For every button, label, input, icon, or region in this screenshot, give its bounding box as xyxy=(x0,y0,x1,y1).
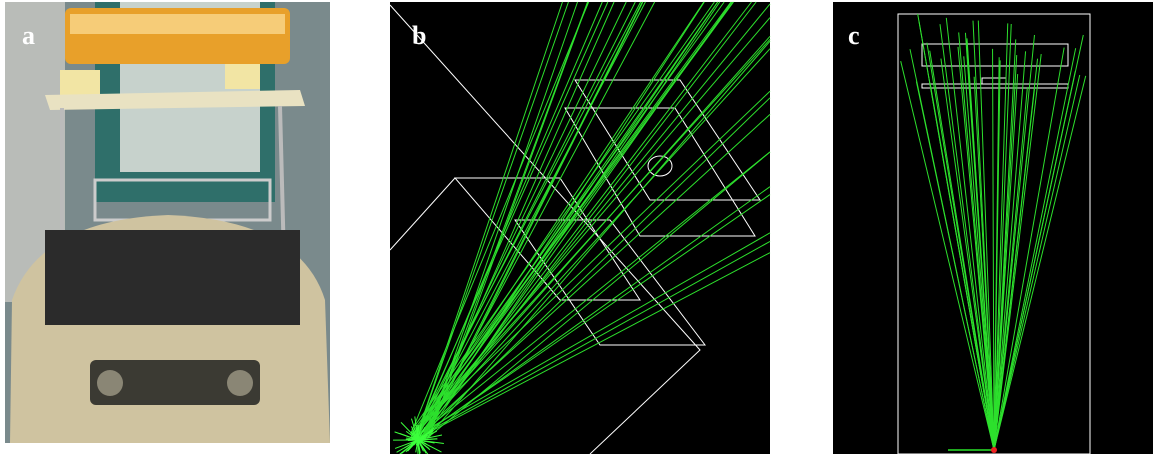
ray xyxy=(411,17,771,437)
ray xyxy=(415,1,642,433)
ray xyxy=(992,48,995,451)
ray xyxy=(423,1,615,434)
ray xyxy=(417,424,422,441)
ray xyxy=(417,439,435,444)
control-panel xyxy=(90,360,260,405)
phantom xyxy=(921,43,1069,67)
box xyxy=(574,79,761,201)
knob xyxy=(227,370,253,396)
ray xyxy=(918,20,995,451)
ray xyxy=(417,439,442,453)
outline xyxy=(897,13,1091,454)
ray xyxy=(422,97,771,435)
ray xyxy=(993,71,1076,451)
ray xyxy=(417,426,426,441)
ray xyxy=(416,232,771,437)
ray xyxy=(993,54,1042,451)
ray xyxy=(993,86,1028,451)
ray xyxy=(412,1,609,441)
support xyxy=(225,64,260,89)
ray xyxy=(940,58,995,451)
target xyxy=(647,155,673,177)
ray xyxy=(939,24,995,451)
outline xyxy=(389,4,701,454)
ray xyxy=(993,47,1065,451)
ray xyxy=(428,1,578,431)
ray xyxy=(900,60,995,451)
ray xyxy=(963,56,995,451)
ray xyxy=(412,36,771,439)
ray xyxy=(394,431,419,441)
ray xyxy=(428,240,771,432)
ray xyxy=(399,439,419,454)
ray xyxy=(424,1,644,439)
ray xyxy=(977,20,995,451)
ray xyxy=(396,439,419,453)
ray xyxy=(424,1,656,432)
ray xyxy=(416,1,563,435)
phantom-highlight xyxy=(70,14,285,34)
tray xyxy=(45,90,305,110)
ray xyxy=(957,46,995,451)
ray xyxy=(993,51,1027,451)
ray xyxy=(428,1,589,438)
ray xyxy=(427,40,771,439)
panel-c: c xyxy=(833,2,1153,454)
ray xyxy=(410,1,732,437)
ray xyxy=(909,49,995,451)
ray xyxy=(412,1,725,433)
ray xyxy=(929,50,995,451)
knob xyxy=(97,370,123,396)
ray xyxy=(993,57,1000,451)
panel-a: a xyxy=(5,2,330,443)
box xyxy=(453,177,641,301)
ray xyxy=(972,20,995,451)
panel-label: c xyxy=(848,21,860,50)
panel-label: b xyxy=(412,21,426,50)
ray xyxy=(417,439,427,454)
ray xyxy=(419,1,757,439)
ray xyxy=(411,1,715,431)
box xyxy=(514,219,707,346)
ray xyxy=(993,74,1081,451)
ray xyxy=(409,1,590,435)
ray xyxy=(417,1,636,434)
ray xyxy=(966,40,995,451)
panel-b: b xyxy=(389,1,771,454)
ray xyxy=(417,439,430,449)
collimator xyxy=(45,230,300,325)
ray xyxy=(394,439,419,449)
geometry xyxy=(897,13,1091,454)
rays xyxy=(393,1,771,454)
ray xyxy=(417,429,434,441)
ray xyxy=(418,1,734,432)
ray xyxy=(417,439,421,454)
ray xyxy=(400,422,419,441)
ray xyxy=(416,1,569,437)
ray xyxy=(993,75,1087,451)
edge xyxy=(389,177,456,251)
ray xyxy=(413,151,771,441)
ray xyxy=(418,1,719,438)
panel-label: a xyxy=(22,21,35,50)
ray xyxy=(993,23,1009,451)
rays xyxy=(900,13,1087,451)
support xyxy=(60,70,100,95)
ray xyxy=(993,55,1018,451)
ray xyxy=(417,438,438,441)
ray xyxy=(418,1,646,436)
ray xyxy=(417,435,431,441)
source xyxy=(991,447,997,453)
ray xyxy=(426,151,771,439)
ray xyxy=(993,48,1077,451)
ray xyxy=(945,17,995,451)
ray xyxy=(414,416,419,441)
ray xyxy=(993,24,1012,451)
ray xyxy=(414,90,771,431)
ray xyxy=(418,252,771,439)
ray xyxy=(415,439,419,453)
geometry xyxy=(389,4,761,454)
